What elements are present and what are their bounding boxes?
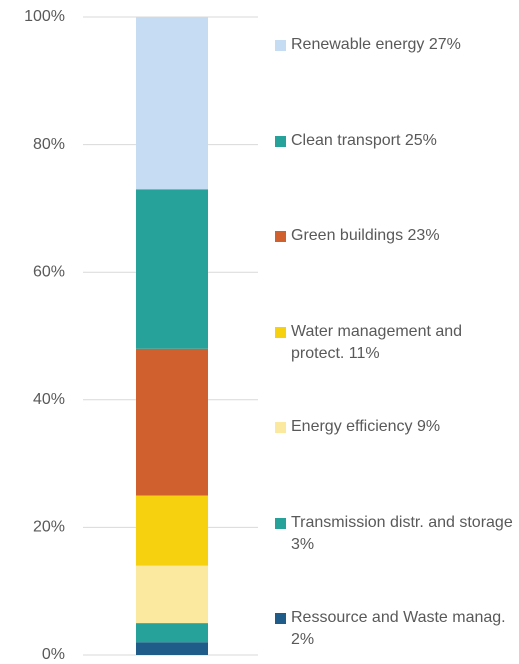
legend-item: Water management and protect. 11% xyxy=(275,321,519,365)
legend-swatch xyxy=(275,40,286,51)
legend-item: Clean transport 25% xyxy=(275,130,519,152)
legend-label: Transmission distr. and storage 3% xyxy=(291,513,513,553)
y-tick-label: 40% xyxy=(33,391,65,408)
bar-segment xyxy=(136,348,208,496)
legend-label: Green buildings 23% xyxy=(291,227,440,244)
bar-segment xyxy=(136,642,208,655)
legend-label: Ressource and Waste manag. 2% xyxy=(291,609,506,648)
bar-segment xyxy=(136,495,208,566)
legend-label: Renewable energy 27% xyxy=(291,36,461,53)
legend-label: Water management and protect. 11% xyxy=(291,322,463,362)
legend-item: Transmission distr. and storage 3% xyxy=(275,512,519,556)
y-tick-label: 60% xyxy=(33,263,65,280)
legend-item: Ressource and Waste manag. 2% xyxy=(275,607,519,651)
legend-item: Green buildings 23% xyxy=(275,225,519,247)
legend-label: Energy efficiency 9% xyxy=(291,418,441,435)
bar-segment xyxy=(136,189,208,349)
y-tick-label: 0% xyxy=(42,646,65,663)
legend-label: Clean transport 25% xyxy=(291,131,437,149)
legend-swatch xyxy=(275,326,286,338)
legend-swatch xyxy=(275,517,286,529)
y-tick-label: 80% xyxy=(33,136,65,153)
legend-swatch xyxy=(275,613,286,624)
bar-segment xyxy=(136,623,208,643)
legend-swatch xyxy=(275,135,286,147)
y-tick-label: 20% xyxy=(33,519,65,536)
legend-item: Energy efficiency 9% xyxy=(275,416,519,438)
y-tick-label: 100% xyxy=(24,8,65,25)
legend-item: Renewable energy 27% xyxy=(275,34,519,56)
legend-swatch xyxy=(275,422,286,433)
bar-segment xyxy=(136,17,208,190)
legend-swatch xyxy=(275,231,286,242)
bar-segment xyxy=(136,565,208,624)
